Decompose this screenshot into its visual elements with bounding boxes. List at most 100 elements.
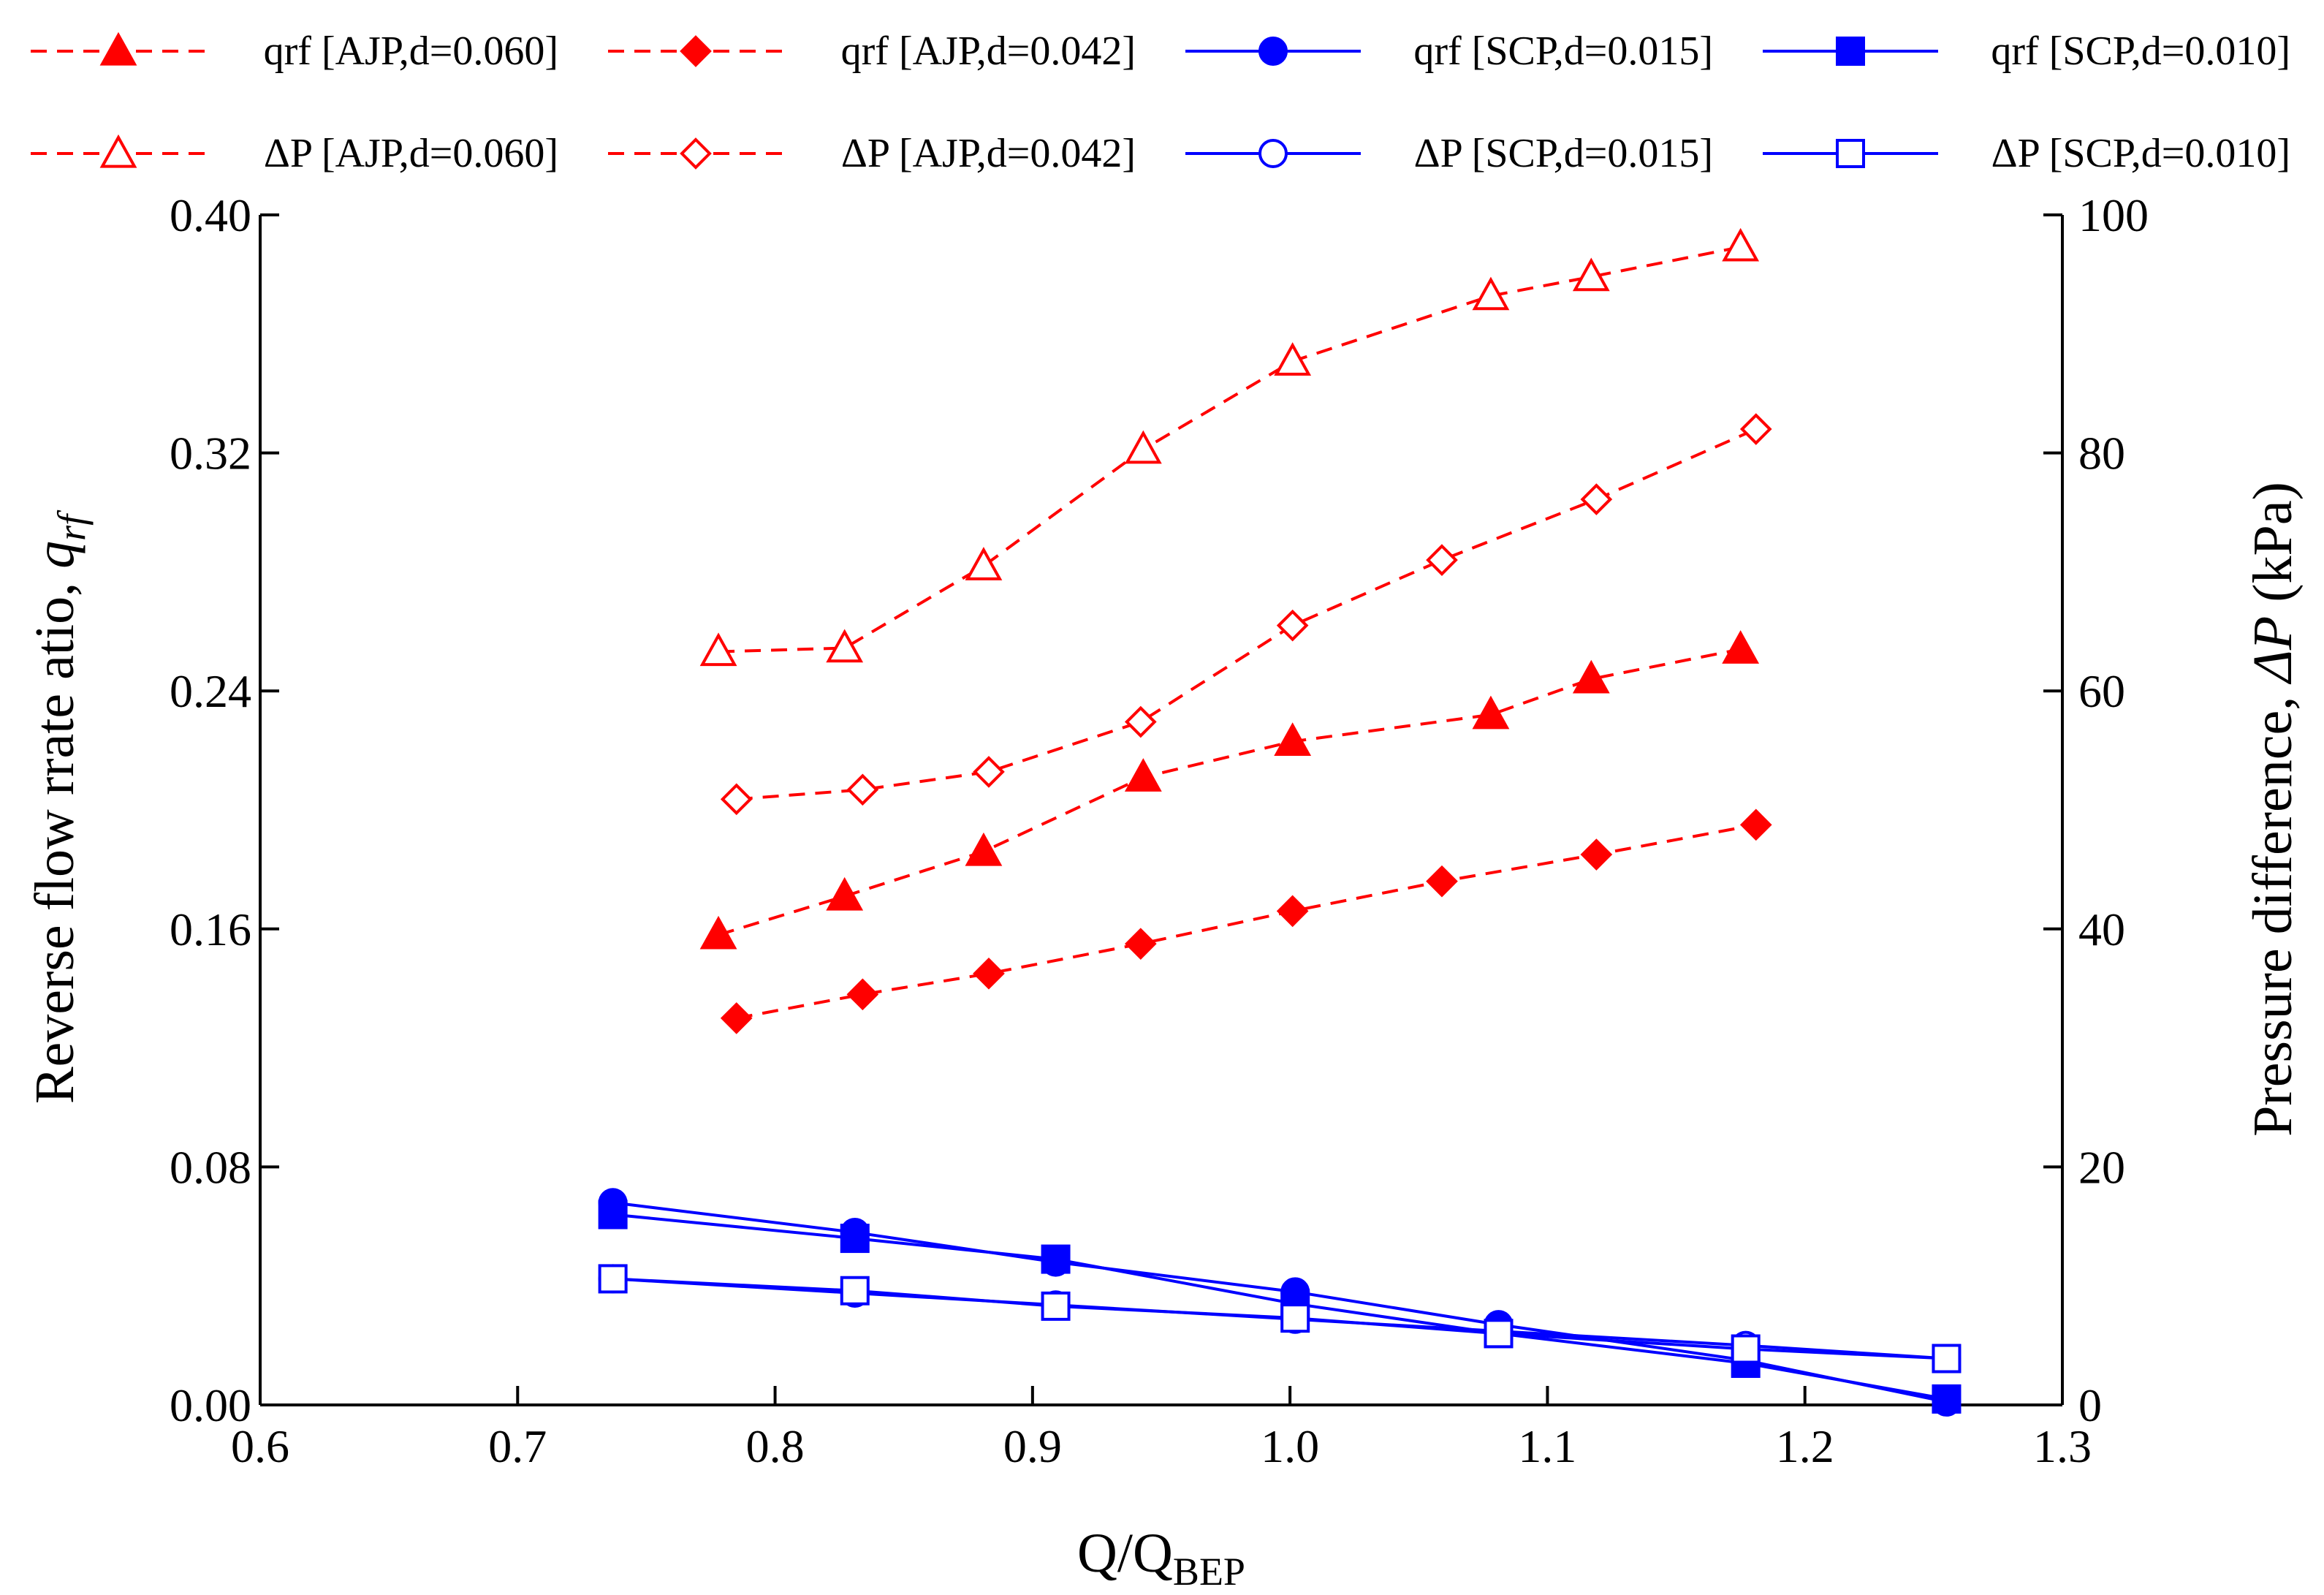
x-tick-label: 0.6	[231, 1420, 289, 1472]
y-axis-left-title: Reverse flow rrate atio, qrf	[24, 509, 94, 1104]
series-5	[720, 413, 1772, 816]
data-point	[1426, 544, 1458, 576]
data-point	[1280, 1303, 1310, 1333]
data-point	[1731, 1334, 1761, 1364]
data-point	[965, 832, 1003, 866]
data-point	[1124, 758, 1162, 792]
data-point	[1124, 705, 1157, 738]
data-point	[598, 1264, 628, 1294]
data-point	[720, 783, 753, 816]
series-line	[736, 428, 1757, 801]
series-4	[699, 227, 1760, 667]
data-point	[973, 756, 1005, 788]
data-point	[1472, 695, 1510, 730]
legend-label: qrf [AJP,d=0.042]	[841, 29, 1136, 74]
y-axis-right-title: Pressure difference, ΔP (kPa)	[2242, 482, 2304, 1137]
legend-marker	[680, 137, 712, 170]
legend-item: ΔP [SCP,d=0.010]	[1763, 131, 2290, 176]
data-point	[1472, 276, 1510, 311]
data-point	[1124, 430, 1162, 464]
data-point	[1274, 722, 1312, 756]
data-point	[1484, 1319, 1514, 1349]
data-point	[1572, 257, 1610, 292]
y-left-tick-label: 0.16	[170, 903, 251, 955]
data-point	[826, 629, 864, 663]
data-point	[1426, 865, 1458, 898]
y-left-tick-label: 0.40	[170, 189, 251, 241]
legend: qrf [AJP,d=0.060] qrf [AJP,d=0.042] qrf [S…	[31, 29, 2290, 176]
data-point	[720, 1002, 753, 1034]
legend-item: qrf [SCP,d=0.010]	[1763, 29, 2290, 74]
y-right-tick-label: 80	[2078, 428, 2125, 480]
data-point	[846, 978, 879, 1011]
legend-item: qrf [AJP,d=0.042]	[608, 29, 1136, 74]
data-point	[1932, 1344, 1962, 1374]
y-right-tick-label: 0	[2078, 1379, 2102, 1431]
x-tick-label: 0.9	[1003, 1420, 1062, 1472]
legend-label: ΔP [AJP,d=0.042]	[841, 131, 1136, 176]
x-tick-label: 0.8	[746, 1420, 805, 1472]
data-point	[1041, 1244, 1071, 1274]
x-tick-label: 1.0	[1261, 1420, 1319, 1472]
plot-area	[598, 227, 1962, 1417]
series-3	[598, 1200, 1962, 1414]
legend-marker	[1258, 139, 1288, 168]
data-point	[1722, 227, 1760, 262]
data-point	[699, 632, 737, 667]
data-point	[1739, 413, 1772, 445]
legend-label: qrf [SCP,d=0.015]	[1413, 29, 1713, 74]
data-point	[1932, 1384, 1962, 1414]
data-point	[699, 915, 737, 950]
y-right-tick-label: 100	[2078, 189, 2149, 241]
y-right-tick-label: 60	[2078, 665, 2125, 717]
x-tick-label: 1.2	[1776, 1420, 1834, 1472]
data-point	[598, 1200, 628, 1230]
data-point	[840, 1224, 870, 1254]
x-axis-title: Q/QBEP	[1077, 1523, 1245, 1594]
legend-label: ΔP [SCP,d=0.015]	[1414, 131, 1713, 176]
legend-marker	[99, 31, 137, 66]
data-point	[846, 773, 879, 806]
axis-titles: Q/QBEP Reverse flow rrate atio, qrf Pres…	[24, 482, 2304, 1594]
data-point	[1722, 630, 1760, 664]
y-left-tick-label: 0.32	[170, 428, 251, 480]
legend-marker	[1836, 139, 1865, 168]
y-right-tick-label: 40	[2078, 903, 2125, 955]
legend-marker	[99, 134, 137, 168]
legend-label: ΔP [SCP,d=0.010]	[1991, 131, 2290, 176]
ticks: 0.6 0.7 0.8 0.9 1.0 1.1 1.2 1.3 0.00 0.08 0.16 0.24…	[170, 189, 2149, 1472]
legend-item: ΔP [AJP,d=0.042]	[608, 131, 1136, 176]
data-point	[965, 547, 1003, 580]
y-left-tick-label: 0.24	[170, 665, 251, 717]
series-7	[598, 1264, 1962, 1374]
series-line	[718, 245, 1742, 653]
legend-label: ΔP [AJP,d=0.060]	[264, 131, 558, 176]
y-right-tick-label: 20	[2078, 1141, 2125, 1193]
data-point	[1276, 609, 1309, 642]
series-1	[720, 808, 1772, 1034]
data-point	[1580, 838, 1613, 871]
legend-item: ΔP [AJP,d=0.060]	[31, 131, 558, 176]
data-point	[826, 876, 864, 911]
y-left-tick-label: 0.08	[170, 1141, 251, 1193]
x-tick-label: 1.3	[2033, 1420, 2092, 1472]
data-point	[840, 1276, 870, 1306]
legend-label: qrf [AJP,d=0.060]	[264, 29, 558, 74]
x-tick-label: 0.7	[488, 1420, 547, 1472]
legend-item: qrf [AJP,d=0.060]	[31, 29, 558, 74]
legend-item: qrf [SCP,d=0.015]	[1185, 29, 1713, 74]
data-point	[1739, 808, 1772, 841]
x-tick-label: 1.1	[1518, 1420, 1576, 1472]
data-point	[1276, 895, 1309, 928]
series-line	[718, 648, 1742, 936]
data-point	[1572, 659, 1610, 694]
legend-marker	[1258, 37, 1288, 66]
series-0	[699, 630, 1760, 950]
legend-marker	[680, 35, 712, 67]
y-left-tick-label: 0.00	[170, 1379, 251, 1431]
data-point	[1041, 1291, 1071, 1321]
data-point	[1124, 928, 1157, 960]
legend-item: ΔP [SCP,d=0.015]	[1185, 131, 1713, 176]
axes	[259, 215, 2064, 1406]
